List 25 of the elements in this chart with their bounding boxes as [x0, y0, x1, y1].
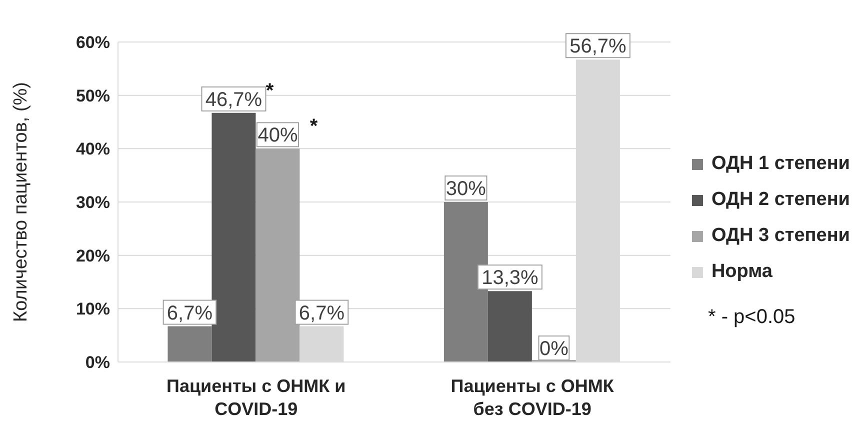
text: * - p<0.05: [708, 306, 796, 329]
legend-label: ОДН 3 степени: [711, 225, 850, 247]
y-tick-label: 0%: [85, 353, 110, 372]
y-tick-label: 30%: [76, 193, 110, 212]
y-axis-title: Количество пациентов, (%): [10, 82, 32, 322]
y-tick-label: 60%: [76, 33, 110, 52]
annotation: *: [266, 80, 274, 102]
y-tick-label: 20%: [76, 246, 110, 266]
y-tick-label: 10%: [76, 300, 110, 319]
x-tick-label: Пациенты с ОНМК и COVID-19: [166, 376, 346, 419]
data-label: 46,7%: [205, 88, 262, 111]
data-label: 6,7%: [298, 302, 345, 324]
legend-label: ОДН 2 степени: [711, 189, 850, 211]
data-label: 30%: [446, 178, 486, 200]
x-tick-label: Пациенты с ОНМК без COVID-19: [450, 376, 615, 419]
data-label: 40%: [258, 124, 298, 147]
data-label: 6,7%: [166, 302, 213, 324]
legend-label: Норма: [711, 261, 772, 283]
y-tick-label: 40%: [76, 140, 110, 159]
data-label: 56,7%: [570, 36, 627, 58]
annotation: *: [310, 116, 318, 138]
y-tick-label: 50%: [76, 86, 110, 106]
data-label: 0%: [539, 338, 569, 360]
data-label: 13,3%: [482, 267, 539, 290]
legend-label: ОДН 1 степени: [711, 153, 850, 175]
